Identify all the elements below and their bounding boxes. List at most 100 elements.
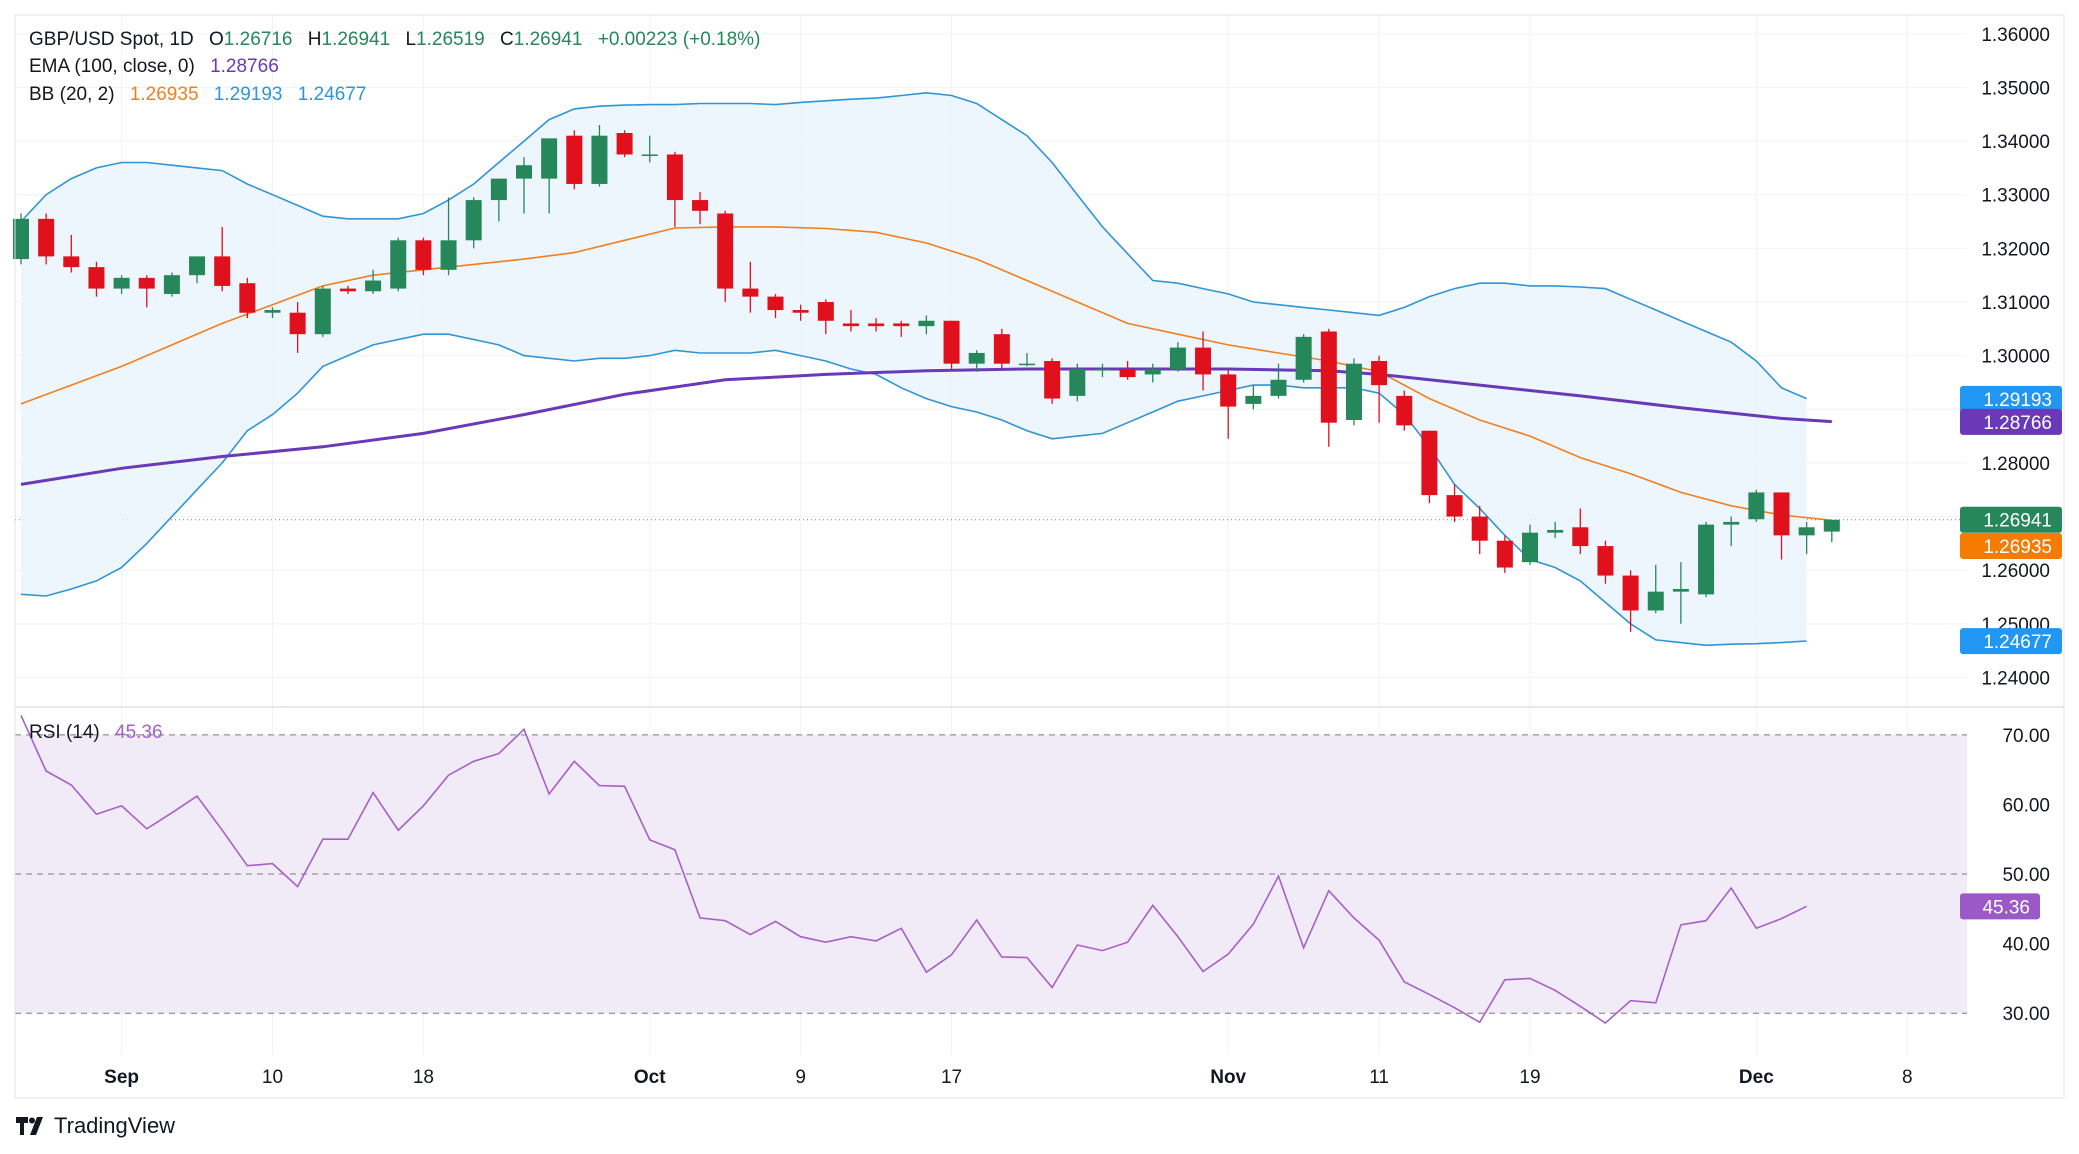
candle[interactable] [264, 307, 281, 319]
rsi-legend-label[interactable]: RSI (14) [29, 722, 100, 743]
candle[interactable] [591, 124, 608, 187]
candle[interactable] [1698, 521, 1715, 598]
candle-body [13, 218, 29, 260]
bb-legend-mid: 1.26935 [129, 84, 199, 105]
candle[interactable] [314, 285, 331, 337]
candle[interactable] [893, 320, 910, 337]
candle[interactable] [1396, 390, 1413, 431]
candle[interactable] [541, 138, 558, 214]
candle[interactable] [1270, 363, 1287, 399]
price-tag: 1.29193 [1960, 385, 2062, 412]
candle[interactable] [993, 328, 1010, 370]
candle[interactable] [1823, 519, 1840, 543]
candle[interactable] [1169, 342, 1186, 372]
ema-legend-label[interactable]: EMA (100, close, 0) [29, 56, 195, 77]
candle[interactable] [1421, 430, 1438, 504]
candle-body [214, 256, 231, 286]
candle[interactable] [1295, 334, 1312, 383]
candle[interactable] [1572, 508, 1589, 555]
candle[interactable] [390, 237, 407, 292]
candle[interactable] [1446, 484, 1463, 522]
candle[interactable] [516, 157, 532, 214]
candle[interactable] [339, 285, 356, 294]
candle[interactable] [440, 197, 457, 276]
candle[interactable] [63, 234, 80, 273]
candle[interactable] [163, 272, 180, 297]
candle[interactable] [214, 226, 231, 292]
candle[interactable] [1547, 521, 1564, 539]
candle[interactable] [1044, 358, 1061, 404]
candle-body [440, 240, 457, 270]
price-tag-label: 1.29193 [1983, 390, 2052, 411]
candle[interactable] [1245, 385, 1262, 410]
candle[interactable] [1371, 355, 1388, 423]
candle-body [817, 301, 834, 321]
candle[interactable] [1773, 492, 1790, 560]
candle-body [943, 320, 960, 364]
candle[interactable] [692, 192, 709, 225]
candle[interactable] [943, 320, 960, 370]
candle[interactable] [616, 130, 633, 158]
candle[interactable] [1522, 524, 1538, 565]
candle[interactable] [289, 301, 306, 353]
candle[interactable] [817, 299, 834, 335]
candle[interactable] [968, 350, 985, 372]
rsi-axis[interactable]: 30.00 40.00 50.00 60.00 70.00 45.36 [1960, 726, 2050, 1025]
candle-body [1572, 527, 1589, 547]
candle[interactable] [365, 269, 382, 294]
candle[interactable] [918, 315, 935, 335]
candle[interactable] [1748, 489, 1765, 522]
candle-body [1723, 521, 1740, 525]
candle[interactable] [138, 275, 155, 308]
candle-body [717, 213, 734, 289]
candle[interactable] [742, 261, 759, 313]
rsi-tick-label: 60.00 [2002, 795, 2050, 816]
candle[interactable] [1069, 363, 1086, 402]
candle[interactable] [1597, 540, 1614, 584]
legend-symbol[interactable]: GBP/USD Spot, 1D [29, 29, 194, 50]
candle-body [390, 240, 407, 289]
candle-body [289, 312, 306, 335]
candle[interactable] [1144, 363, 1161, 383]
candle[interactable] [239, 277, 256, 319]
candle[interactable] [1672, 562, 1689, 624]
candle[interactable] [1622, 570, 1639, 632]
candle[interactable] [1723, 516, 1740, 547]
candle[interactable] [1647, 564, 1664, 614]
candle[interactable] [1496, 535, 1513, 573]
candle[interactable] [189, 256, 206, 284]
candle-body [415, 240, 432, 270]
bb-legend-label[interactable]: BB (20, 2) [29, 84, 115, 105]
candle[interactable] [113, 275, 130, 294]
candle[interactable] [792, 304, 809, 321]
candle[interactable] [566, 130, 583, 190]
candle[interactable] [1094, 363, 1111, 378]
candle[interactable] [842, 310, 859, 332]
time-axis[interactable]: Sep 10 18 Oct 9 17 Nov 11 19 Dec 8 [104, 1067, 1912, 1088]
candle[interactable] [1195, 331, 1212, 391]
candle[interactable] [1345, 358, 1362, 426]
candle[interactable] [38, 213, 55, 265]
candle[interactable] [88, 261, 105, 297]
price-axis[interactable]: 1.240001.250001.260001.270001.280001.290… [1960, 25, 2062, 690]
candle[interactable] [490, 178, 507, 222]
candle-body [1823, 519, 1840, 532]
candle[interactable] [1471, 505, 1488, 555]
candle[interactable] [415, 237, 432, 276]
candle[interactable] [641, 135, 658, 163]
ema-legend: EMA (100, close, 0) 1.28766 [29, 56, 283, 78]
candle[interactable] [13, 213, 29, 265]
candle[interactable] [465, 197, 482, 249]
candle[interactable] [717, 210, 734, 302]
candle[interactable] [1019, 352, 1035, 367]
candle[interactable] [666, 151, 683, 227]
brand-logo[interactable]: TradingView [16, 1113, 175, 1139]
candle[interactable] [868, 318, 885, 332]
candle[interactable] [1798, 521, 1815, 555]
candle[interactable] [1220, 369, 1237, 439]
candle[interactable] [1119, 361, 1136, 380]
candle-body [1144, 369, 1161, 375]
candle[interactable] [767, 293, 784, 319]
candle[interactable] [1320, 328, 1337, 447]
